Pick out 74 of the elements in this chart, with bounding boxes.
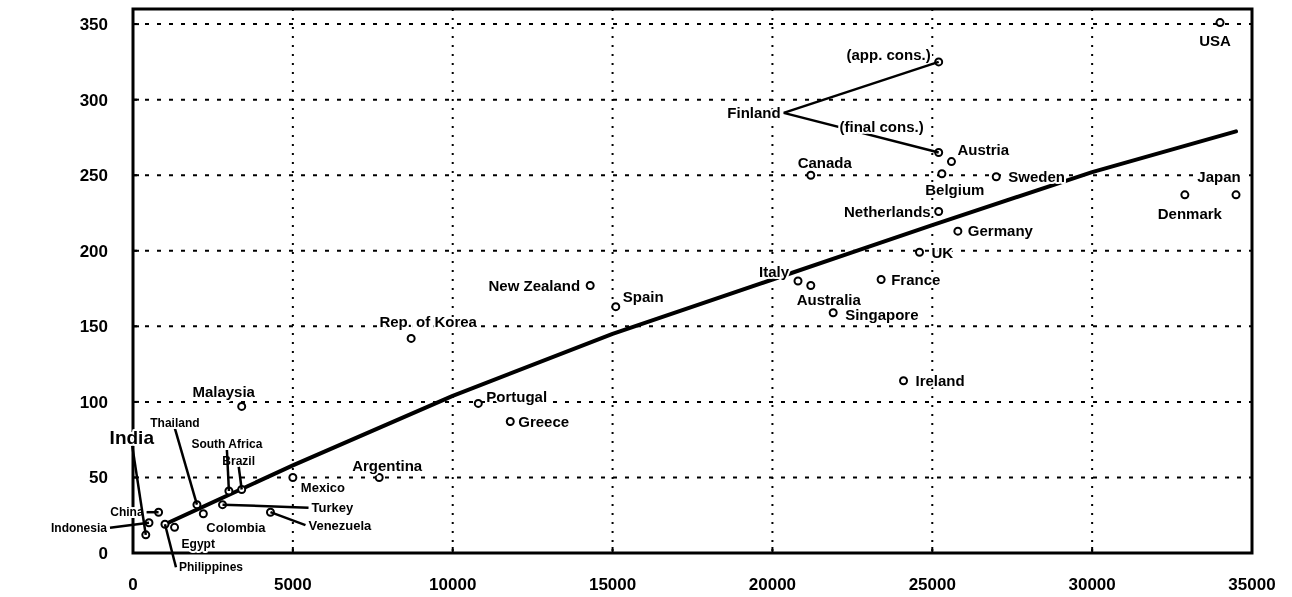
annotation: Rep. of Korea — [379, 312, 478, 330]
y-tick-label: 100 — [79, 392, 108, 412]
annotation: UK — [931, 243, 954, 261]
annotation: Denmark — [1157, 205, 1223, 223]
y-tick-label: 150 — [79, 317, 108, 337]
annotation: Portugal — [486, 387, 548, 405]
point — [406, 333, 416, 343]
annotation: Greece — [518, 412, 570, 430]
point — [828, 308, 838, 318]
annotation: Philippines — [178, 560, 244, 575]
annotation: New Zealand — [488, 276, 581, 294]
annotation: Spain — [622, 287, 664, 305]
x-tick-label: 15000 — [588, 575, 637, 594]
point — [806, 170, 816, 180]
x-tick-label: 20000 — [748, 575, 797, 594]
annotation: South Africa — [191, 437, 263, 452]
annotation: Belgium — [925, 180, 985, 198]
y-tick-label: 350 — [79, 15, 108, 35]
point — [1215, 18, 1225, 28]
point — [1180, 190, 1190, 200]
point — [198, 509, 208, 519]
point — [237, 401, 247, 411]
annotation: Colombia — [206, 520, 267, 536]
y-tick-label: 0 — [98, 543, 108, 563]
annotation: Thailand — [150, 415, 200, 430]
point — [793, 276, 803, 286]
annotation: Netherlands — [843, 202, 931, 220]
y-tick-label: 250 — [79, 166, 108, 186]
annotation: Germany — [967, 222, 1034, 240]
annotation: Austria — [957, 140, 1010, 158]
point — [585, 281, 595, 291]
point — [937, 169, 947, 179]
x-tick-label: 0 — [128, 575, 138, 594]
annotation: Egypt — [181, 536, 215, 551]
annotation: Italy — [758, 263, 790, 281]
point — [1231, 190, 1241, 200]
annotation: Canada — [797, 154, 853, 172]
point — [899, 376, 909, 386]
point — [915, 247, 924, 257]
annotation: (final cons.) — [839, 117, 924, 135]
point — [946, 157, 956, 167]
annotation: Turkey — [311, 500, 354, 516]
x-tick-label: 5000 — [273, 575, 312, 594]
point — [288, 472, 298, 482]
annotation: Sweden — [1008, 167, 1065, 185]
annotation: Indonesia — [50, 520, 108, 535]
x-tick-label: 10000 — [429, 575, 477, 594]
x-tick-label: 30000 — [1068, 575, 1116, 594]
annotation: Mexico — [300, 479, 345, 495]
annotation: Venezuela — [308, 517, 373, 533]
annotation: Ireland — [915, 371, 965, 389]
annotation: France — [891, 270, 941, 288]
point — [611, 302, 621, 312]
annotation: USA — [1199, 31, 1232, 49]
y-tick-label: 200 — [79, 241, 108, 261]
annotation: Finland — [727, 104, 781, 122]
x-tick-label: 25000 — [908, 575, 956, 594]
point — [934, 206, 944, 216]
annotation: Japan — [1197, 168, 1241, 186]
annotation: Australia — [796, 290, 862, 308]
point — [876, 274, 886, 284]
annotation: (app. cons.) — [846, 46, 931, 64]
point — [170, 522, 180, 532]
point — [505, 417, 515, 427]
point — [806, 281, 816, 291]
annotation: Argentina — [352, 456, 423, 474]
y-tick-label: 50 — [89, 468, 108, 488]
annotation: Malaysia — [192, 382, 256, 400]
y-tick-label: 300 — [79, 90, 108, 110]
point — [991, 172, 1001, 182]
point — [953, 226, 963, 236]
x-tick-label: 35000 — [1228, 575, 1276, 594]
annotation: Singapore — [845, 305, 919, 323]
point — [473, 398, 483, 408]
